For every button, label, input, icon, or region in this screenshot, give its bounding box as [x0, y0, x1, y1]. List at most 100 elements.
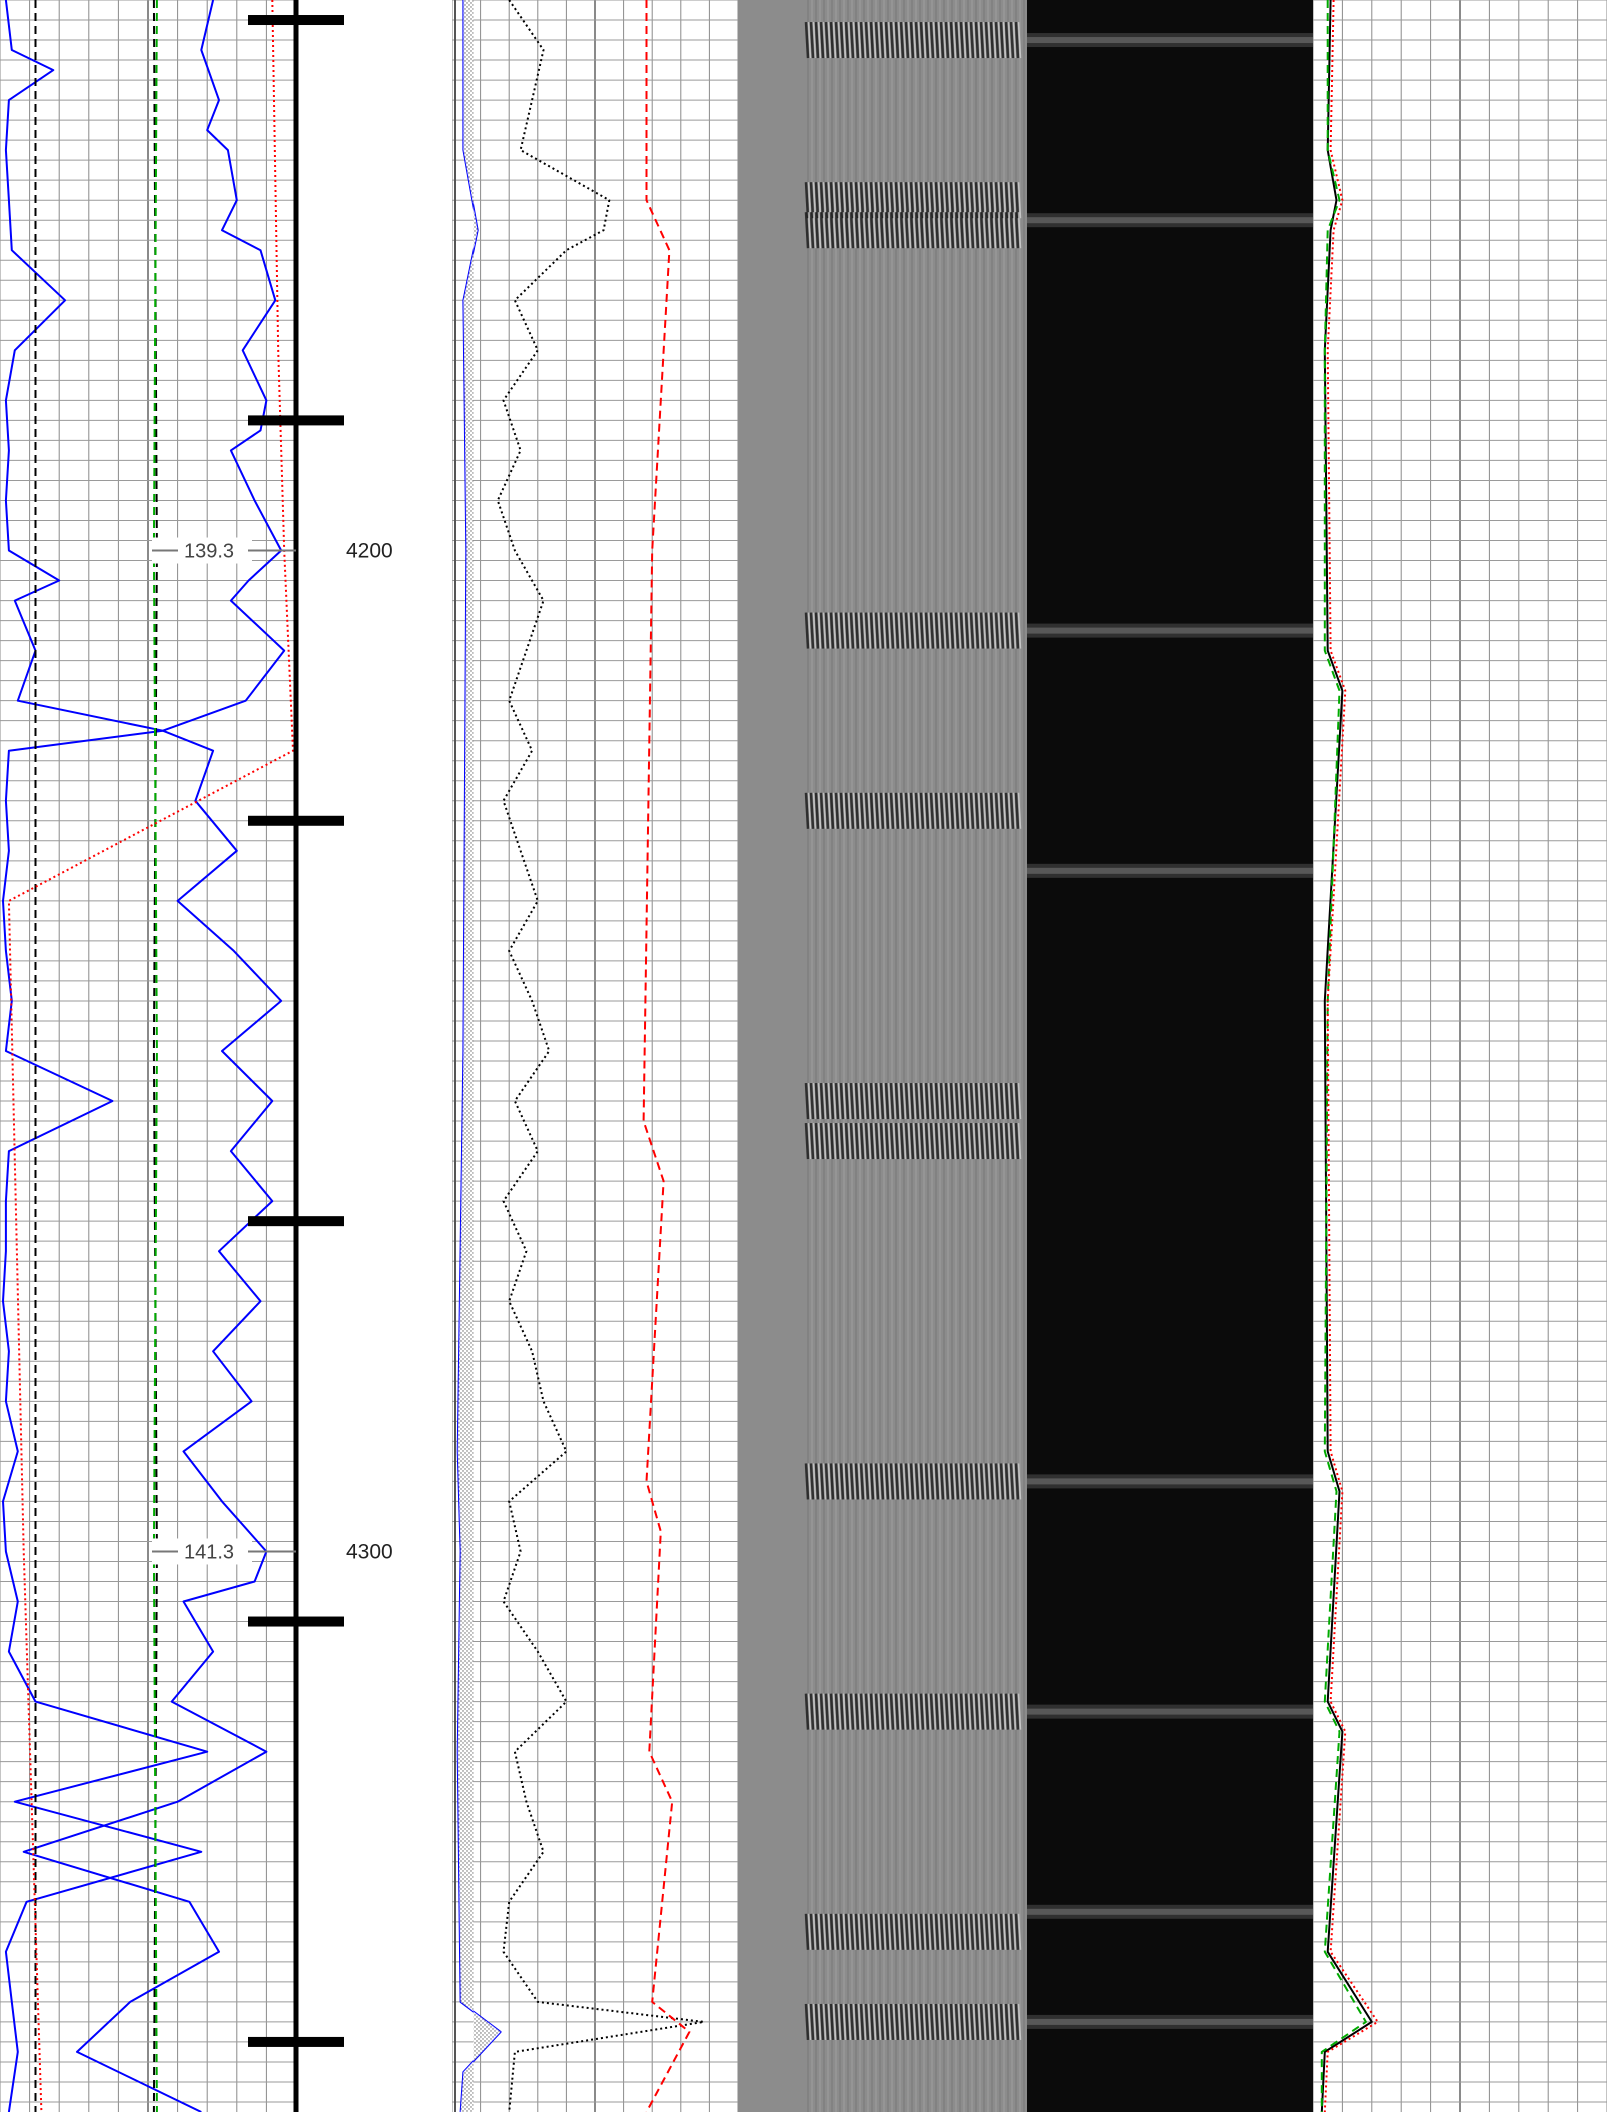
waveform-light-phase	[867, 21, 872, 59]
waveform-light-phase	[902, 2003, 907, 2040]
waveform-dark-phase	[959, 1693, 965, 1730]
waveform-light-phase	[917, 1123, 922, 1160]
waveform-light-phase	[942, 1463, 947, 1500]
waveform-light-phase	[937, 1913, 942, 1950]
waveform-dark-phase	[844, 21, 850, 59]
waveform-light-phase	[877, 1913, 882, 1950]
waveform-dark-phase	[884, 1123, 890, 1160]
waveform-light-phase	[867, 182, 872, 219]
waveform-light-phase	[817, 792, 822, 829]
waveform-dark-phase	[1009, 792, 1015, 829]
annotation-value-141.3: 141.3	[184, 1541, 234, 1563]
waveform-light-phase	[822, 1463, 827, 1500]
waveform-arrival-band	[804, 792, 1022, 829]
waveform-dark-phase	[909, 2003, 915, 2040]
waveform-light-phase	[842, 1083, 847, 1120]
waveform-dark-phase	[894, 182, 900, 219]
waveform-dark-phase	[904, 182, 910, 219]
waveform-dark-phase	[989, 1123, 995, 1160]
waveform-dark-phase	[934, 792, 940, 829]
waveform-light-phase	[837, 1913, 842, 1950]
waveform-light-phase	[1007, 612, 1012, 649]
waveform-dark-phase	[819, 1913, 825, 1950]
waveform-dark-phase	[834, 21, 840, 59]
waveform-dark-phase	[809, 212, 815, 249]
waveform-light-phase	[927, 2003, 932, 2040]
waveform-light-phase	[902, 612, 907, 649]
waveform-dark-phase	[944, 1913, 950, 1950]
waveform-light-phase	[992, 1083, 997, 1120]
waveform-dark-phase	[809, 1463, 815, 1500]
waveform-light-phase	[897, 1693, 902, 1730]
waveform-light-phase	[852, 2003, 857, 2040]
track-5-series-1	[1320, 0, 1373, 2112]
waveform-dark-phase	[914, 1082, 920, 1120]
track-1-series-5	[152, 0, 158, 2112]
waveform-light-phase	[817, 1463, 822, 1500]
waveform-light-phase	[837, 612, 842, 649]
waveform-light-phase	[897, 21, 902, 59]
depth-track: 4200 139.3 4300 141.3	[152, 0, 452, 2112]
waveform-dark-phase	[979, 1693, 985, 1730]
waveform-light-phase	[897, 1463, 902, 1500]
waveform-dark-phase	[994, 2003, 1000, 2040]
waveform-light-phase	[827, 1083, 832, 1120]
waveform-light-phase	[1017, 1913, 1022, 1950]
depth-tick-mark	[248, 1616, 344, 1627]
waveform-dark-phase	[839, 2003, 845, 2040]
waveform-dark-phase	[849, 612, 855, 649]
waveform-dark-phase	[839, 1693, 845, 1730]
waveform-light-phase	[907, 612, 912, 649]
waveform-dark-phase	[989, 21, 995, 59]
waveform-dark-phase	[829, 21, 835, 59]
waveform-light-phase	[987, 1083, 992, 1120]
waveform-light-phase	[1017, 612, 1022, 649]
waveform-dark-phase	[994, 1123, 1000, 1160]
waveform-dark-phase	[984, 612, 990, 649]
waveform-light-phase	[942, 612, 947, 649]
waveform-dark-phase	[824, 792, 830, 829]
waveform-light-phase	[907, 212, 912, 249]
waveform-light-phase	[902, 1693, 907, 1730]
waveform-dark-phase	[849, 792, 855, 829]
waveform-light-phase	[962, 1083, 967, 1120]
waveform-dark-phase	[819, 2003, 825, 2040]
waveform-light-phase	[942, 212, 947, 249]
waveform-light-phase	[992, 1463, 997, 1500]
waveform-light-phase	[927, 1463, 932, 1500]
waveform-light-phase	[922, 1083, 927, 1120]
waveform-dark-phase	[964, 2003, 970, 2040]
waveform-light-phase	[907, 21, 912, 59]
waveform-light-phase	[932, 1913, 937, 1950]
waveform-light-phase	[1007, 212, 1012, 249]
amplitude-bright-core	[1027, 1478, 1313, 1485]
waveform-dark-phase	[959, 1082, 965, 1120]
waveform-light-phase	[942, 1083, 947, 1120]
waveform-dark-phase	[829, 612, 835, 649]
waveform-light-phase	[992, 212, 997, 249]
waveform-light-phase	[917, 182, 922, 219]
waveform-dark-phase	[1014, 1082, 1020, 1120]
waveform-dark-phase	[824, 21, 830, 59]
waveform-dark-phase	[944, 212, 950, 249]
waveform-light-phase	[887, 182, 892, 219]
waveform-light-phase	[967, 212, 972, 249]
waveform-light-phase	[922, 21, 927, 59]
waveform-light-phase	[862, 1123, 867, 1160]
waveform-dark-phase	[874, 1082, 880, 1120]
waveform-dark-phase	[814, 182, 820, 219]
waveform-dark-phase	[919, 212, 925, 249]
track-5-series-3	[1323, 0, 1379, 2112]
waveform-dark-phase	[909, 1082, 915, 1120]
waveform-light-phase	[1012, 1913, 1017, 1950]
waveform-dark-phase	[959, 612, 965, 649]
waveform-dark-phase	[824, 1123, 830, 1160]
waveform-light-phase	[942, 1123, 947, 1160]
waveform-light-phase	[947, 1123, 952, 1160]
waveform-arrival-band	[804, 1913, 1022, 1950]
waveform-dark-phase	[889, 182, 895, 219]
waveform-light-phase	[832, 1123, 837, 1160]
waveform-light-phase	[987, 1463, 992, 1500]
waveform-light-phase	[997, 212, 1002, 249]
waveform-dark-phase	[929, 1082, 935, 1120]
